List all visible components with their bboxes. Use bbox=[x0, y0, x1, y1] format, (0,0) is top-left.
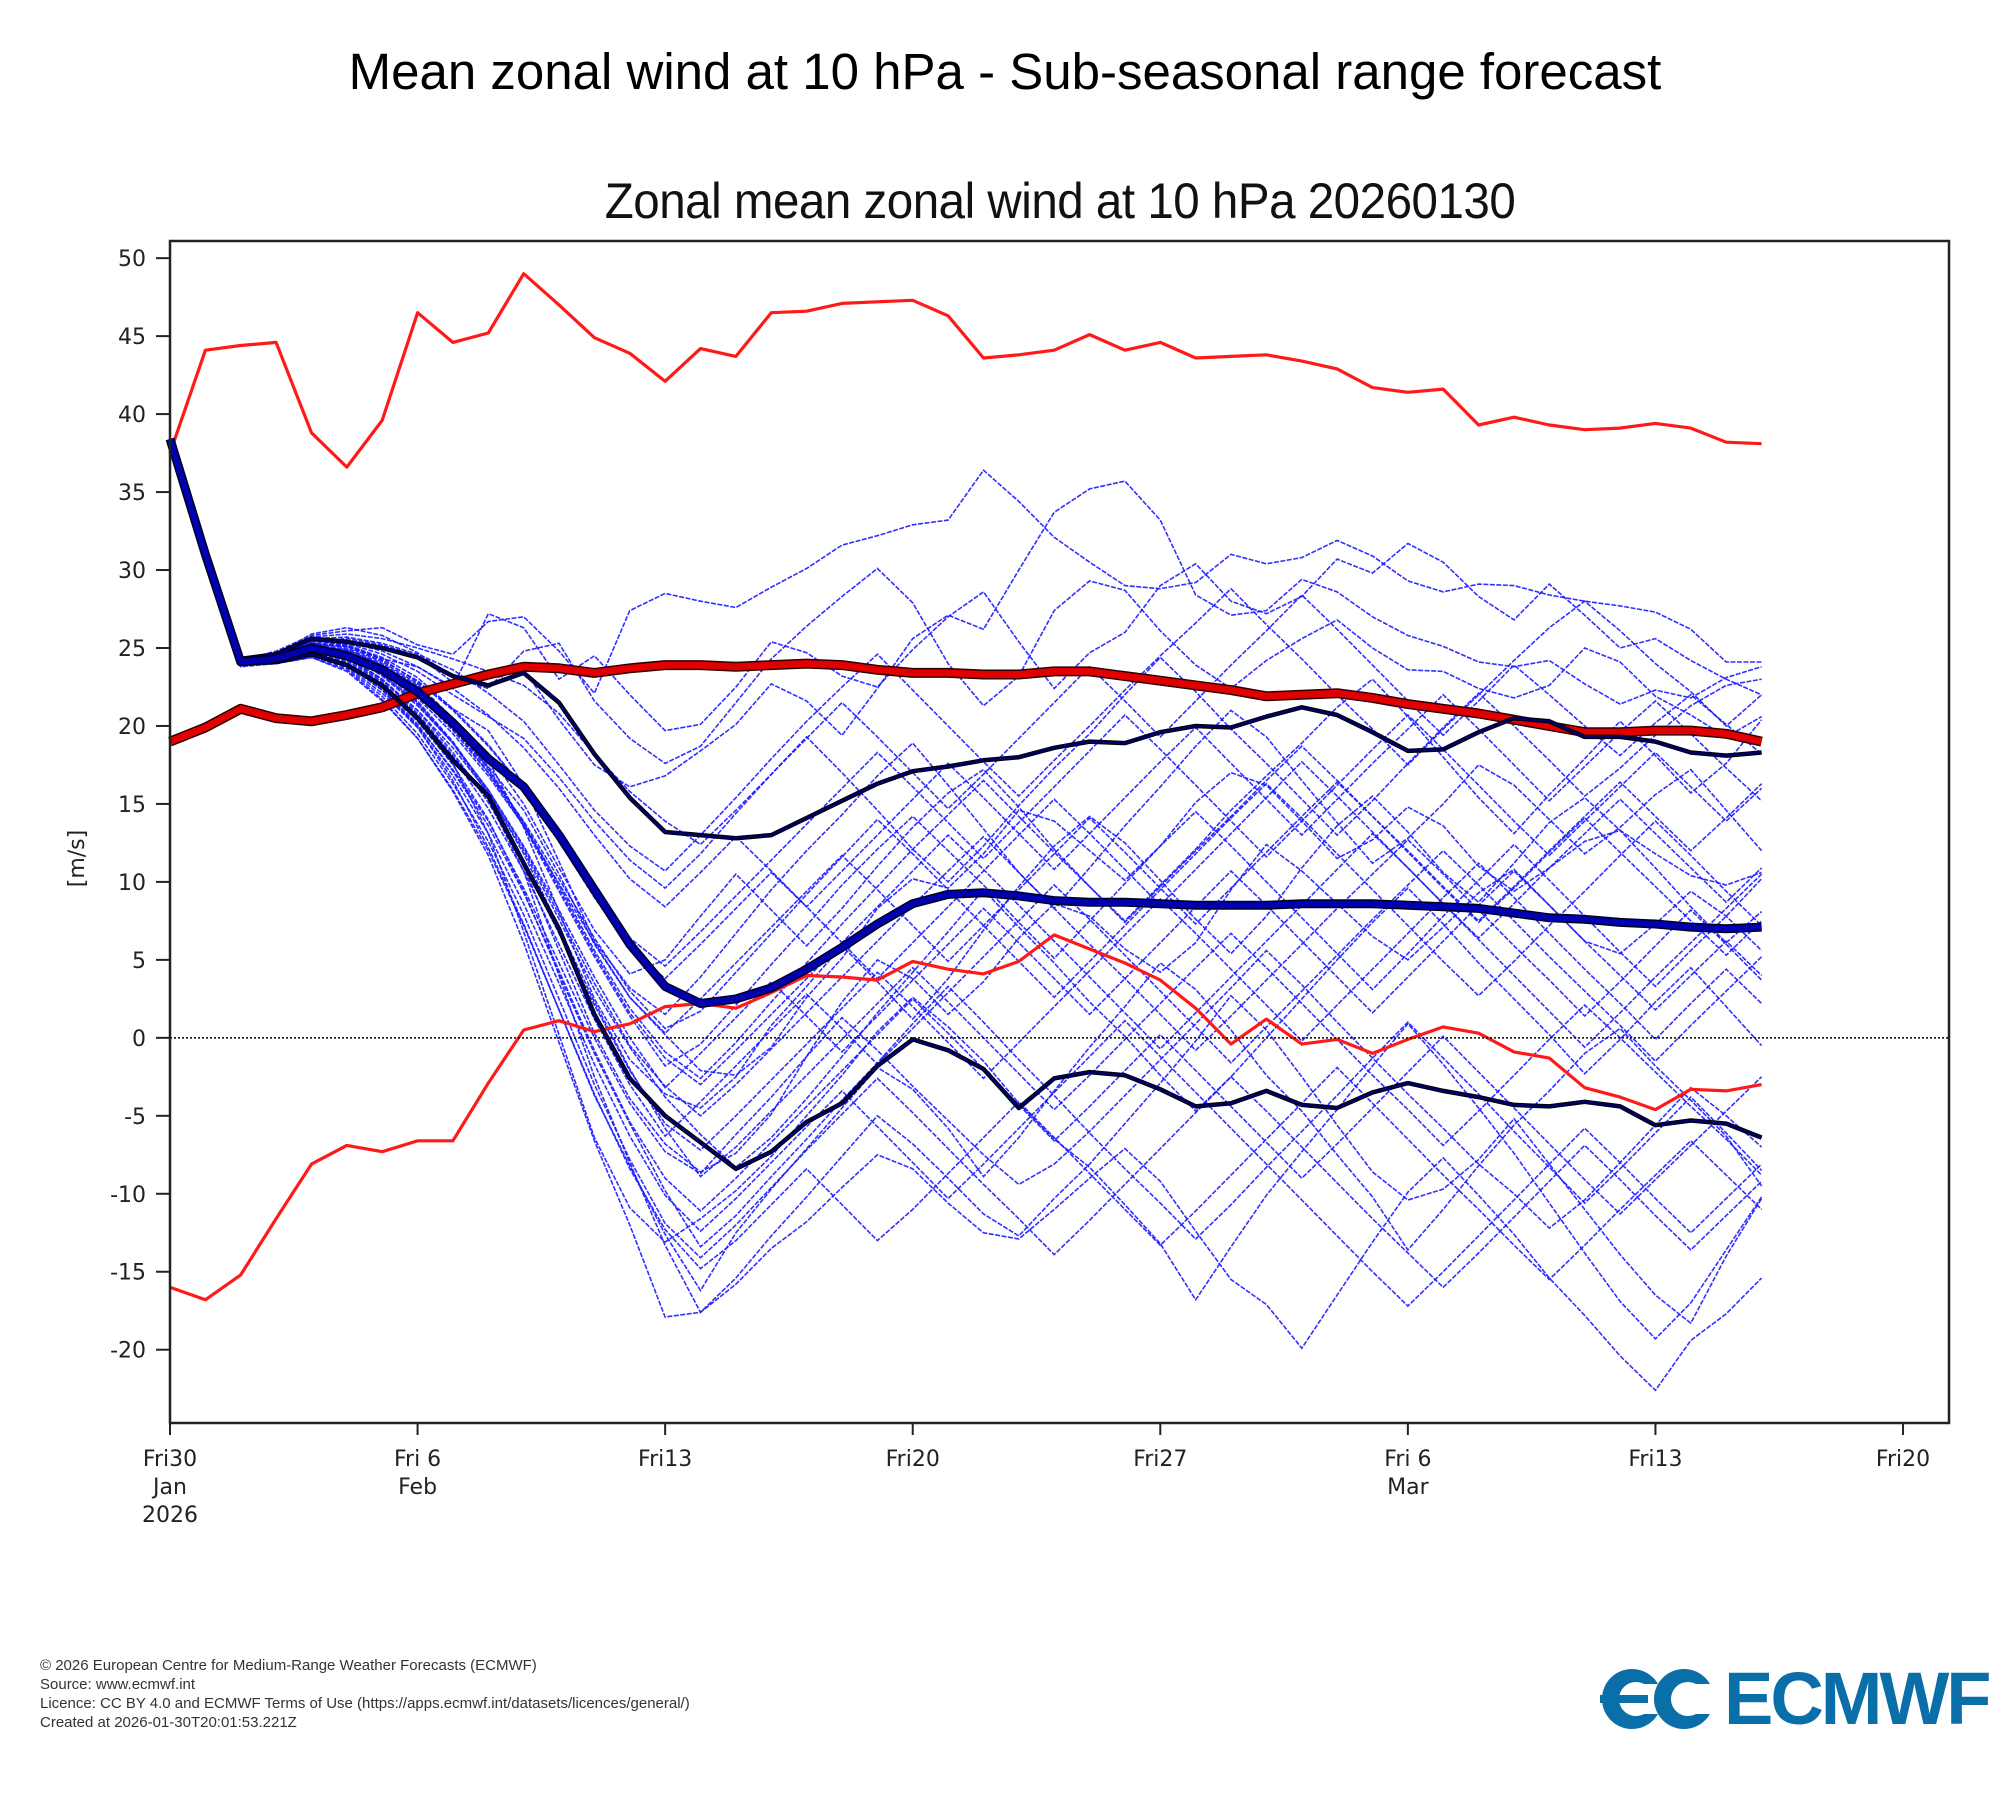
y-tick-label: 5 bbox=[132, 949, 146, 974]
y-tick-label: -5 bbox=[124, 1105, 146, 1130]
climate-maximum-line bbox=[168, 272, 1762, 469]
x-tick-label: Fri30 bbox=[143, 1447, 197, 1472]
copyright-text: © 2026 European Centre for Medium-Range … bbox=[40, 1657, 537, 1674]
ensemble-member-line bbox=[170, 438, 1763, 1308]
ensemble-member-line bbox=[170, 438, 1763, 1169]
y-tick-label: 30 bbox=[118, 559, 146, 584]
ensemble-member-line bbox=[170, 438, 1763, 1289]
y-tick-label: 40 bbox=[118, 403, 146, 428]
y-tick-label: -15 bbox=[110, 1261, 146, 1286]
ensemble-member-line bbox=[170, 438, 1763, 1080]
created-timestamp: Created at 2026-01-30T20:01:53.221Z bbox=[40, 1714, 297, 1731]
x-tick-label: Feb bbox=[398, 1475, 437, 1500]
y-tick-label: -10 bbox=[110, 1183, 146, 1208]
page-title: Mean zonal wind at 10 hPa - Sub-seasonal… bbox=[348, 43, 1662, 100]
y-tick-label: 25 bbox=[118, 637, 146, 662]
chart-title: Zonal mean zonal wind at 10 hPa 20260130 bbox=[604, 173, 1516, 229]
x-tick-label: Fri20 bbox=[886, 1447, 940, 1472]
ensemble-member-line bbox=[170, 438, 1763, 908]
ensemble-member-line bbox=[170, 438, 1763, 968]
ensemble-member-line bbox=[170, 438, 1762, 788]
upper-percentile-line bbox=[168, 438, 1762, 840]
ensemble-member-line bbox=[170, 438, 1763, 1016]
logo-text: ECMWF bbox=[1724, 1657, 1991, 1740]
ecmwf-emblem-icon bbox=[1600, 1669, 1710, 1729]
x-axis: Fri30 Jan 2026 Fri 6 Feb Fri13 Fri20 Fri27 Fri 6… bbox=[142, 1423, 1930, 1528]
plot-frame bbox=[168, 239, 1951, 1425]
ensemble-mean-layer bbox=[165, 437, 1762, 1008]
x-tick-label: Fri 6 bbox=[394, 1447, 441, 1472]
climate-lines bbox=[168, 272, 1763, 1302]
footer: © 2026 European Centre for Medium-Range … bbox=[40, 1656, 690, 1732]
ensemble-member-line bbox=[170, 438, 1763, 1035]
ensemble-member-line bbox=[170, 438, 1763, 1249]
y-tick-label: 45 bbox=[118, 325, 146, 350]
ensemble-member-line bbox=[170, 438, 1763, 873]
ensemble-member-line bbox=[170, 438, 1763, 1178]
source-text: Source: www.ecmwf.int bbox=[40, 1676, 196, 1693]
ensemble-member-line bbox=[170, 438, 1762, 695]
y-axis-label: [m/s] bbox=[65, 830, 90, 887]
ensemble-member-line bbox=[170, 438, 1763, 1216]
x-tick-label: Fri20 bbox=[1876, 1447, 1930, 1472]
x-tick-label: Mar bbox=[1387, 1475, 1429, 1500]
x-tick-label: Fri 6 bbox=[1384, 1447, 1431, 1472]
y-tick-label: 0 bbox=[132, 1027, 146, 1052]
percentile-lines bbox=[167, 438, 1763, 1172]
ensemble-member-line bbox=[170, 438, 1762, 765]
ensemble-member-line bbox=[170, 438, 1763, 1230]
x-tick-label: Jan bbox=[151, 1475, 187, 1500]
climate-mean-line bbox=[168, 660, 1763, 746]
y-tick-label: 10 bbox=[118, 871, 146, 896]
ensemble-member-line bbox=[170, 438, 1762, 890]
x-tick-label: Fri13 bbox=[638, 1447, 692, 1472]
x-tick-label: Fri13 bbox=[1628, 1447, 1682, 1472]
climate-minimum-line bbox=[169, 933, 1762, 1302]
ensemble-mean-line bbox=[167, 438, 1762, 1007]
ensemble-member-line bbox=[170, 438, 1762, 1077]
ensemble-member-line bbox=[170, 438, 1763, 1117]
x-tick-label: 2026 bbox=[142, 1503, 198, 1528]
y-tick-label: 20 bbox=[118, 715, 146, 740]
ensemble-member-line bbox=[170, 438, 1763, 846]
ensemble-member-line bbox=[170, 438, 1763, 1138]
ensemble-member-line bbox=[170, 438, 1763, 1086]
ecmwf-logo: ECMWF bbox=[1598, 1657, 1991, 1740]
y-tick-label: 35 bbox=[118, 481, 146, 506]
y-tick-label: 15 bbox=[118, 793, 146, 818]
y-tick-label: -20 bbox=[110, 1339, 146, 1364]
ensemble-member-line bbox=[170, 438, 1763, 1325]
licence-text: Licence: CC BY 4.0 and ECMWF Terms of Us… bbox=[40, 1695, 690, 1712]
y-tick-label: 50 bbox=[118, 247, 146, 272]
ensemble-member-line bbox=[170, 438, 1763, 1281]
x-tick-label: Fri27 bbox=[1133, 1447, 1187, 1472]
ensemble-member-line bbox=[170, 438, 1763, 1293]
lower-percentile-line bbox=[168, 438, 1763, 1171]
ensemble-member-line bbox=[170, 438, 1763, 1089]
upper-percentile-outline bbox=[167, 438, 1762, 841]
